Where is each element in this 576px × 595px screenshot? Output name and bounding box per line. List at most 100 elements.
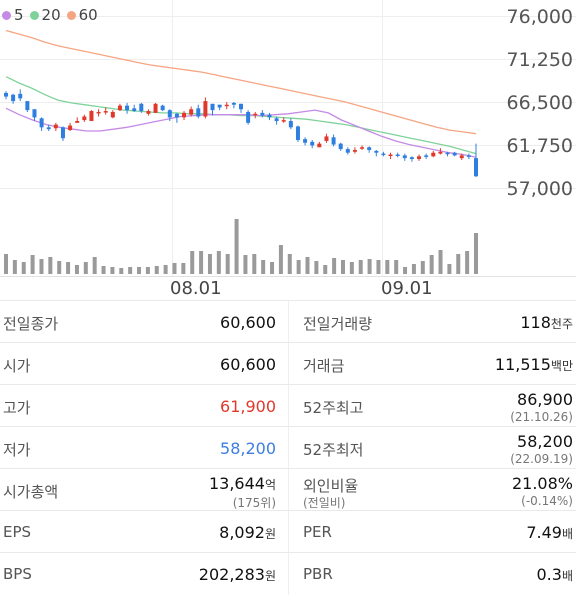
stat-sub: (-0.14%) <box>521 494 573 508</box>
volume-bar <box>30 255 35 274</box>
volume-bar <box>403 267 408 274</box>
candle-body <box>82 116 87 121</box>
volume-bar <box>394 260 399 274</box>
stat-label: EPS <box>3 523 32 541</box>
stat-value-text: 58,200 <box>517 432 573 451</box>
candle-body <box>189 109 194 115</box>
candle-body <box>295 126 300 141</box>
stat-value: 11,515백만 <box>495 355 573 374</box>
volume-bar <box>278 245 283 274</box>
candle-body <box>46 127 51 130</box>
candle-body <box>153 103 158 113</box>
volume-bar <box>181 263 186 274</box>
volume-bar <box>4 254 8 274</box>
stat-unit: 백만 <box>550 359 573 373</box>
candle-body <box>317 143 322 148</box>
volume-bar <box>465 251 470 274</box>
candle-body <box>160 105 165 111</box>
stat-label: 52주최저 <box>303 441 364 459</box>
volume-bar <box>332 258 337 274</box>
candle-body <box>167 110 172 118</box>
volume-bar <box>128 267 133 274</box>
stat-unit: 억 <box>264 478 276 492</box>
volume-bar <box>199 251 204 274</box>
candle-body <box>89 111 94 122</box>
candle-body <box>60 127 65 139</box>
stat-row: 고가 61,900 52주최고 86,900 (21.10.26) <box>0 384 576 427</box>
stat-value: 61,900 <box>220 397 276 416</box>
candle-body <box>117 105 122 111</box>
stat-row: 저가 58,200 52주최저 58,200 (22.09.19) <box>0 426 576 469</box>
stat-value: 118천주 <box>520 313 573 332</box>
candle-body <box>196 108 201 117</box>
candle-body <box>474 158 478 177</box>
candle-body <box>345 149 350 153</box>
ma5-dot-icon <box>2 10 11 20</box>
y-tick-label: 66,500 <box>506 92 573 114</box>
stat-label: BPS <box>3 565 32 583</box>
stat-unit: 원 <box>264 527 276 541</box>
legend-item-ma60: 60 <box>66 6 98 24</box>
volume-bar <box>287 254 292 274</box>
stat-value-text: 13,644 <box>208 474 265 493</box>
ma60-line <box>5 29 477 135</box>
candle-body <box>431 152 436 157</box>
stat-unit: 원 <box>264 569 276 583</box>
stat-value-text: 0.3 <box>536 565 562 584</box>
volume-bar <box>12 260 17 274</box>
volume-bar <box>314 261 319 274</box>
candle-body <box>4 92 8 97</box>
volume-bar <box>367 259 372 274</box>
volume-bar <box>429 255 434 274</box>
stat-row: 전일종가 60,600 전일거래량 118천주 <box>0 300 576 343</box>
volume-bar <box>83 262 88 274</box>
volume-bar <box>48 257 53 274</box>
column-divider <box>288 300 289 595</box>
stat-value-text: 86,900 <box>517 390 573 409</box>
candle-body <box>438 151 443 154</box>
candle-body <box>409 157 414 160</box>
stat-value: 8,092원 <box>219 523 276 542</box>
volume-bar <box>92 257 97 274</box>
volume-bar <box>225 254 230 274</box>
volume-bar <box>438 250 443 274</box>
stat-value: 7.49배 <box>526 523 573 542</box>
volume-bar <box>420 261 425 274</box>
candle-body <box>25 101 30 111</box>
candle-body <box>388 154 393 157</box>
volume-bar <box>447 264 452 274</box>
stat-unit: 천주 <box>550 317 573 331</box>
stat-value: 58,200 <box>220 439 276 458</box>
candle-body <box>260 112 265 116</box>
candle-body <box>310 141 315 146</box>
stat-value: 60,600 <box>220 355 276 374</box>
stat-value-text: 7.49 <box>526 523 562 542</box>
volume-bar <box>21 262 26 274</box>
stat-label: 52주최고 <box>303 399 364 417</box>
stat-value-text: 60,600 <box>220 313 276 332</box>
candle-body <box>53 124 58 129</box>
volume-bar <box>305 257 310 274</box>
candle-body <box>239 103 243 110</box>
x-tick-label: 08.01 <box>170 278 222 299</box>
volume-bar <box>349 262 354 274</box>
volume-bar <box>190 251 195 274</box>
candle-body <box>203 101 208 117</box>
volume-bar <box>154 266 159 274</box>
candle-body <box>445 152 450 155</box>
stock-chart: 5 20 60 76,000 71,250 66,500 61,750 57,0… <box>0 0 576 299</box>
stat-value-text: 202,283 <box>198 565 265 584</box>
candle-body <box>466 155 471 157</box>
candle-body <box>39 118 44 128</box>
candle-body <box>352 149 357 152</box>
chart-svg <box>0 0 576 277</box>
candle-body <box>288 121 293 128</box>
candle-body <box>367 147 372 150</box>
stat-value: 0.3배 <box>537 565 574 584</box>
volume-bar <box>411 264 416 274</box>
stat-unit: 배 <box>561 527 573 541</box>
stat-label: 고가 <box>3 399 31 417</box>
stat-value-text: 58,200 <box>220 439 276 458</box>
candle-body <box>132 108 137 112</box>
stat-value: 13,644억 <box>209 474 276 493</box>
